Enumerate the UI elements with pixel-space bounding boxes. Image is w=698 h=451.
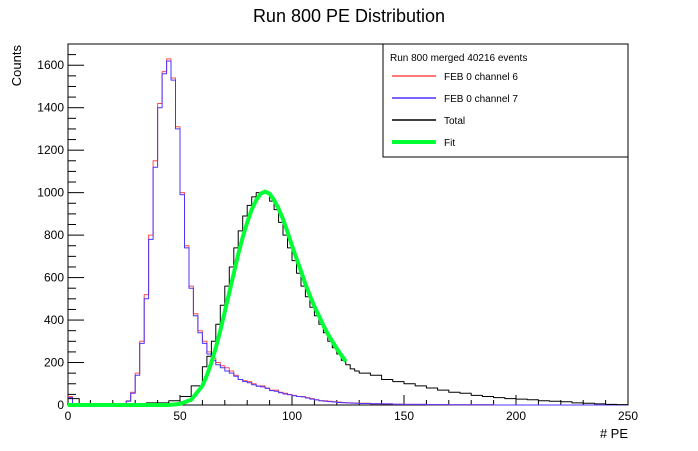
x-tick-label: 100 bbox=[282, 409, 302, 423]
legend: Run 800 merged 40216 events FEB 0 channe… bbox=[382, 43, 629, 158]
series-feb-0-channel-7 bbox=[68, 60, 628, 406]
y-tick-label: 400 bbox=[44, 313, 64, 327]
y-axis-label: Counts bbox=[9, 45, 24, 87]
legend-label-feb-0-channel-7: FEB 0 channel 7 bbox=[444, 94, 518, 105]
series-layer bbox=[68, 58, 629, 407]
legend-header: Run 800 merged 40216 events bbox=[390, 53, 527, 64]
x-tick-label: 250 bbox=[618, 409, 638, 423]
y-tick-label: 0 bbox=[57, 398, 64, 412]
legend-label-fit: Fit bbox=[444, 138, 455, 149]
x-axis-label: # PE bbox=[600, 426, 629, 441]
y-tick-label: 1400 bbox=[37, 101, 64, 115]
y-tick-label: 1200 bbox=[37, 143, 64, 157]
y-tick-label: 600 bbox=[44, 271, 64, 285]
legend-label-feb-0-channel-6: FEB 0 channel 6 bbox=[444, 72, 518, 83]
legend-label-total: Total bbox=[444, 116, 465, 127]
x-tick-label: 50 bbox=[173, 409, 187, 423]
x-axis: 0 50 100 150 200 250 bbox=[65, 395, 638, 423]
y-tick-label: 200 bbox=[44, 356, 64, 370]
x-tick-label: 0 bbox=[65, 409, 72, 423]
x-tick-label: 150 bbox=[394, 409, 414, 423]
series-fit bbox=[68, 189, 348, 407]
y-tick-label: 1000 bbox=[37, 186, 64, 200]
y-axis: 0 200 400 600 800 1000 1200 1400 1600 bbox=[37, 54, 84, 412]
y-tick-label: 1600 bbox=[37, 58, 64, 72]
x-tick-label: 200 bbox=[506, 409, 526, 423]
series-total bbox=[68, 192, 629, 406]
chart-title: Run 800 PE Distribution bbox=[253, 6, 445, 26]
legend-box bbox=[382, 43, 629, 158]
y-tick-label: 800 bbox=[44, 228, 64, 242]
